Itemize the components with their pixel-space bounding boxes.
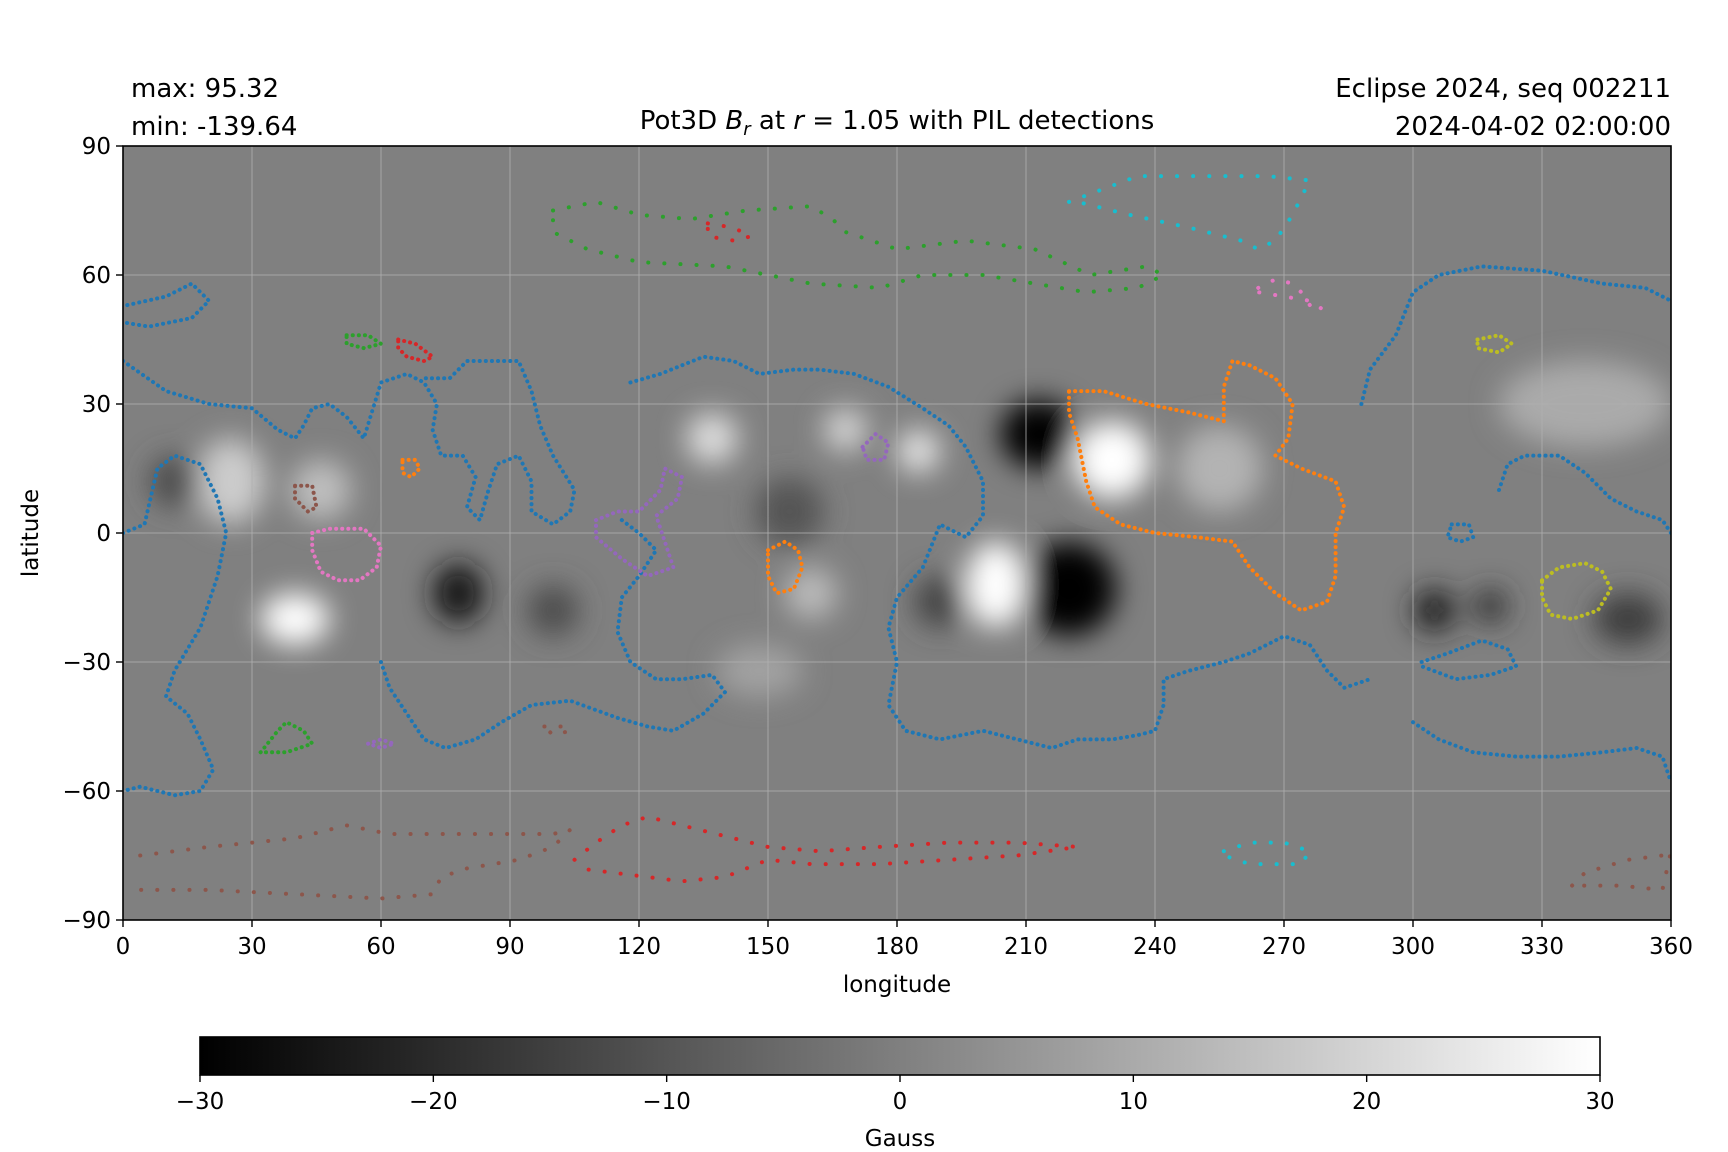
pil-contour-0 [123,453,229,798]
x-tick-label: 60 [366,934,395,960]
field-blob-14 [1473,588,1508,624]
pil-contour-28 [1540,561,1613,621]
x-tick-label: 120 [617,934,661,960]
x-tick-label: 0 [116,934,131,960]
x-ticks: 0 30 60 90 120 150 180 210 240 270 300 330 360 [116,920,1693,960]
pil-contour-8 [1359,264,1671,406]
datetime-label: 2024-04-02 02:00:00 [1395,112,1671,142]
y-tick-label: −30 [62,650,111,676]
field-blob-19 [1176,425,1263,512]
colorbar-tick-label: 0 [893,1089,908,1115]
x-tick-label: 300 [1391,934,1435,960]
field-blob-4 [260,593,330,645]
x-tick-label: 210 [1004,934,1048,960]
field-blob-11 [148,455,201,508]
colorbar-ticks: −30 −20 −10 0 10 20 30 [176,1075,1615,1115]
field-blob-18 [755,477,824,546]
y-tick-label: −60 [62,779,111,805]
pil-contour-16 [396,337,435,363]
max-label: max: 95.32 [131,74,279,104]
colorbar-tick-label: −10 [642,1089,691,1115]
colorbar-tick-label: −30 [176,1089,225,1115]
pil-contour-14 [344,333,383,351]
field-blob-13 [1413,588,1456,632]
y-ticks: −90 −60 −30 0 30 60 90 [62,134,123,934]
pil-contour-7 [1419,638,1519,682]
y-axis-label: latitude [18,489,44,577]
x-tick-label: 180 [875,934,919,960]
field-blob-5 [196,438,265,525]
min-label: min: -139.64 [131,112,297,142]
pil-contour-12 [400,457,422,480]
colorbar [199,1036,1601,1076]
field-blob-17 [527,584,579,637]
pil-contour-13 [551,199,1166,295]
title-mid: at [751,106,794,136]
pil-contour-9 [1445,522,1476,544]
x-tick-label: 240 [1133,934,1177,960]
x-tick-label: 90 [495,934,524,960]
pil-contour-3 [379,518,727,750]
pil-contour-29 [1475,333,1514,355]
x-tick-label: 270 [1262,934,1306,960]
title-suffix: = 1.05 with PIL detections [804,106,1154,136]
field-blob-12 [914,576,966,628]
pil-contour-4 [628,354,1372,750]
x-tick-label: 30 [237,934,266,960]
map-area [123,146,1671,920]
title-var: B [725,106,743,136]
x-axis-label: longitude [843,972,951,998]
pil-contour-2 [123,281,211,329]
pil-contour-6 [1411,720,1671,785]
colorbar-tick-label: 10 [1119,1089,1148,1115]
colorbar-tick-label: −20 [409,1089,458,1115]
colorbar-tick-label: 30 [1585,1089,1614,1115]
source-label: Eclipse 2024, seq 002211 [1335,74,1671,104]
title-sub: r [743,119,752,140]
pil-contour-30 [1067,174,1312,252]
field-blob-8 [686,412,738,465]
pil-contour-11 [766,539,805,596]
pil-contour-24 [542,724,573,738]
pil-contour-22 [293,483,319,514]
field-blob-2 [1073,421,1151,499]
pil-contour-23 [138,823,573,901]
field-blob-21 [716,644,803,697]
chart-title: Pot3D Br at r = 1.05 with PIL detections [640,106,1155,140]
field-blob-7 [432,563,485,624]
colorbar-tick-label: 20 [1352,1089,1381,1115]
field-blob-3 [965,541,1026,628]
pil-contour-19 [594,466,684,578]
x-tick-label: 360 [1649,934,1693,960]
y-tick-label: 30 [82,392,111,418]
field-blob-6 [290,459,351,521]
colorbar-label: Gauss [865,1126,935,1152]
y-tick-label: −90 [62,908,111,934]
y-tick-label: 90 [82,134,111,160]
title-r: r [793,106,806,136]
field-blob-15 [1593,593,1663,645]
pil-contour-5 [1497,453,1671,535]
pil-contour-26 [310,526,383,583]
x-tick-label: 150 [746,934,790,960]
pil-layer [123,174,1671,901]
pil-contour-1 [123,359,577,527]
title-prefix: Pot3D [640,106,726,136]
y-tick-label: 60 [82,263,111,289]
pil-contour-10 [1067,359,1347,613]
pil-contour-20 [860,432,891,462]
field-blob-20 [785,567,837,619]
y-tick-label: 0 [96,521,111,547]
field-blob-1 [1021,541,1117,637]
field-blob-9 [823,408,867,452]
field-blob-10 [897,429,940,473]
field-blob-0 [1000,399,1078,469]
x-tick-label: 330 [1520,934,1564,960]
